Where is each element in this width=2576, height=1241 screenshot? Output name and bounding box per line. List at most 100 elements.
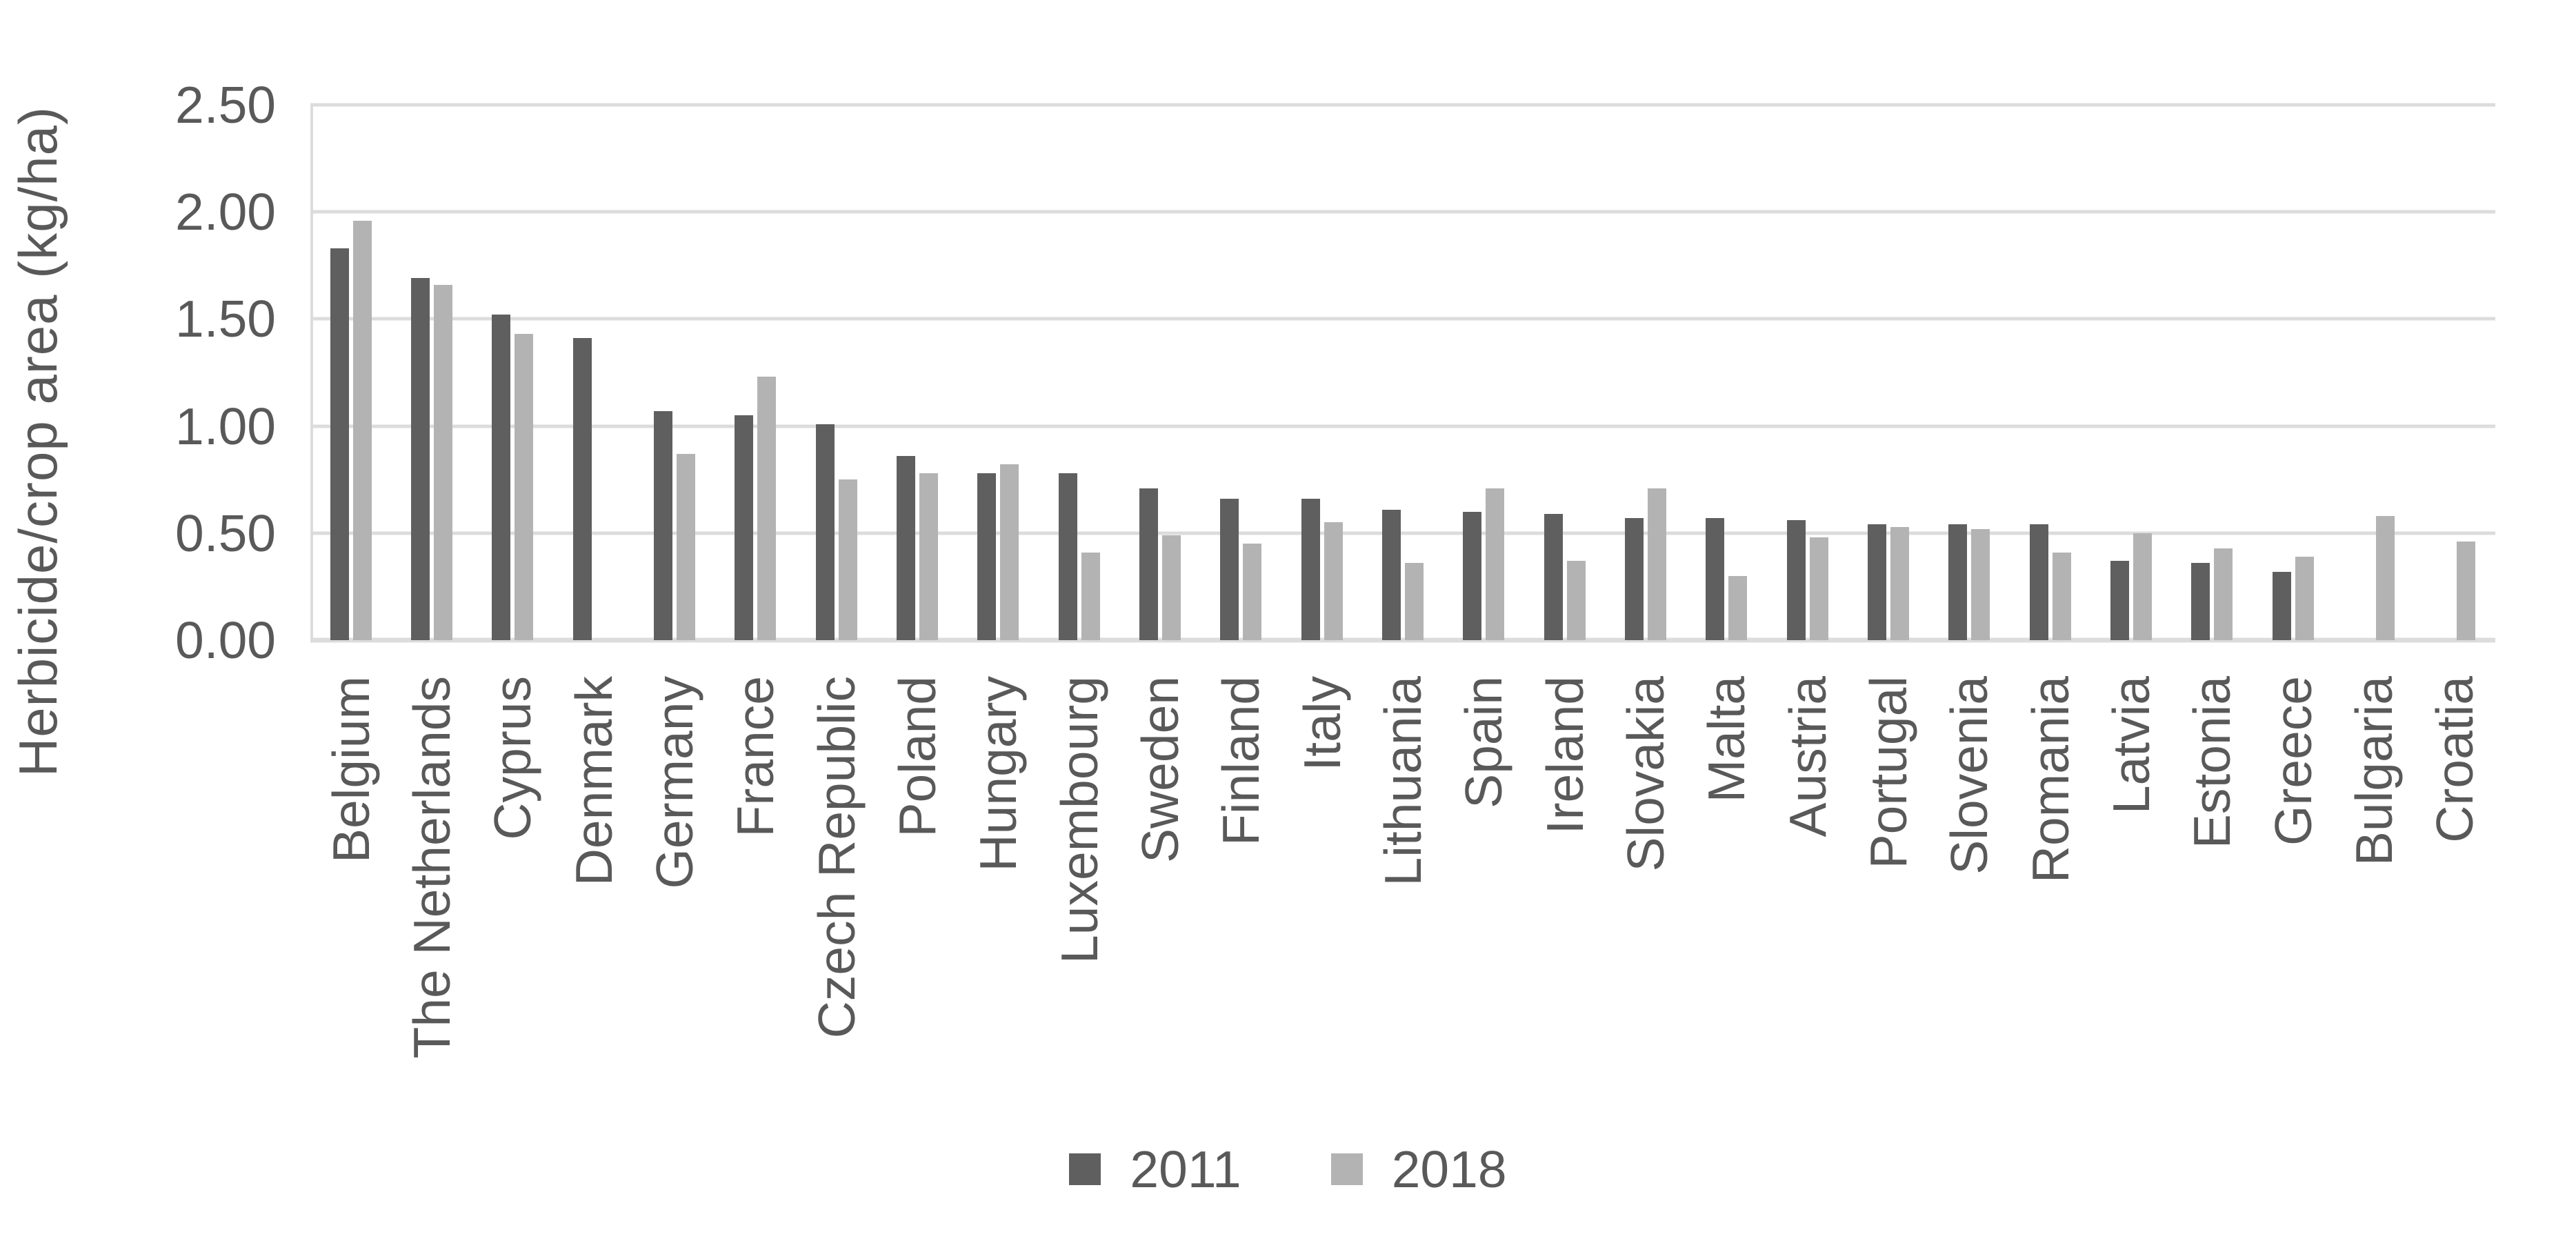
x-label-Belgium: Belgium — [321, 676, 380, 863]
bar-2011-Czech Republic — [815, 424, 835, 640]
bar-2011-Slovakia — [1624, 518, 1644, 640]
gridline-2.50 — [310, 103, 2495, 107]
bar-2018-Sweden — [1161, 535, 1181, 640]
bar-2018-Finland — [1243, 544, 1262, 640]
category-slot-Poland — [877, 105, 957, 640]
gridline-2.00 — [310, 210, 2495, 214]
y-tick-label-0.50: 0.50 — [175, 504, 276, 562]
category-slot-Germany — [634, 105, 715, 640]
y-tick-label-2.00: 2.00 — [175, 183, 276, 241]
bar-2018-Italy — [1324, 522, 1343, 640]
bar-2018-Romania — [2052, 552, 2071, 640]
y-tick-label-2.50: 2.50 — [175, 76, 276, 134]
y-tick-label-0.00: 0.00 — [175, 611, 276, 669]
x-label-Estonia: Estonia — [2183, 676, 2241, 849]
category-slot-Italy — [1281, 105, 1362, 640]
x-label-Latvia: Latvia — [2102, 676, 2160, 815]
bar-2011-Hungary — [977, 473, 997, 640]
category-slot-Lithuania — [1362, 105, 1443, 640]
category-slot-Croatia — [2415, 105, 2495, 640]
bar-2018-Belgium — [352, 220, 372, 640]
x-label-The Netherlands: The Netherlands — [403, 676, 461, 1059]
bar-2018-France — [757, 377, 777, 640]
legend-label-2011: 2011 — [1130, 1140, 1241, 1198]
y-tick-label-1.50: 1.50 — [175, 290, 276, 348]
bar-2011-Germany — [653, 410, 672, 640]
x-label-Sweden: Sweden — [1131, 676, 1189, 864]
bar-2018-Greece — [2295, 556, 2314, 640]
bar-2018-Czech Republic — [838, 479, 857, 640]
bars-container — [310, 105, 2495, 640]
x-label-Italy: Italy — [1292, 676, 1351, 771]
x-label-Cyprus: Cyprus — [483, 676, 542, 840]
category-slot-Spain — [1444, 105, 1524, 640]
category-slot-France — [715, 105, 796, 640]
x-label-Bulgaria: Bulgaria — [2345, 676, 2403, 866]
x-label-Ireland: Ireland — [1535, 676, 1594, 835]
category-slot-The Netherlands — [391, 105, 472, 640]
bar-2011-Portugal — [1867, 524, 1886, 640]
bar-2018-Luxembourg — [1081, 552, 1100, 640]
x-label-Spain: Spain — [1455, 676, 1513, 808]
gridline-0.50 — [310, 531, 2495, 535]
legend-item-2018: 2018 — [1330, 1140, 1507, 1199]
category-slot-Denmark — [553, 105, 634, 640]
legend-swatch-2011 — [1069, 1153, 1101, 1185]
legend-label-2018: 2018 — [1391, 1140, 1507, 1198]
bar-2018-Germany — [676, 453, 695, 640]
bar-2018-Ireland — [1566, 561, 1586, 640]
gridline-1.00 — [310, 424, 2495, 428]
bar-2011-Lithuania — [1381, 509, 1401, 640]
category-slot-Belgium — [310, 105, 391, 640]
x-label-Slovenia: Slovenia — [1940, 676, 1999, 875]
category-slot-Finland — [1201, 105, 1281, 640]
bar-2011-Denmark — [572, 338, 592, 640]
bar-2018-Austria — [1809, 537, 1828, 640]
bar-2018-Portugal — [1890, 526, 1909, 640]
bar-2011-Estonia — [2191, 563, 2210, 640]
bar-2011-Ireland — [1544, 513, 1563, 640]
x-label-Croatia: Croatia — [2426, 676, 2484, 843]
legend-swatch-2018 — [1330, 1153, 1363, 1185]
x-label-Austria: Austria — [1778, 676, 1837, 837]
category-slot-Austria — [1767, 105, 1848, 640]
bar-2018-Malta — [1728, 575, 1748, 640]
category-slot-Ireland — [1524, 105, 1605, 640]
bar-2011-Finland — [1220, 499, 1239, 640]
bar-2018-Slovakia — [1647, 488, 1666, 640]
category-slot-Cyprus — [472, 105, 553, 640]
bar-2018-Bulgaria — [2375, 515, 2395, 640]
category-slot-Slovakia — [1605, 105, 1686, 640]
category-slot-Slovenia — [1929, 105, 2010, 640]
x-label-Portugal: Portugal — [1859, 676, 1917, 869]
bar-2011-Spain — [1463, 511, 1482, 640]
x-label-Romania: Romania — [2021, 676, 2079, 884]
x-label-Malta: Malta — [1697, 676, 1756, 803]
category-slot-Latvia — [2090, 105, 2171, 640]
x-label-Denmark: Denmark — [564, 676, 623, 886]
bar-2011-Cyprus — [492, 315, 511, 640]
x-label-Greece: Greece — [2264, 676, 2322, 846]
bar-2018-Cyprus — [515, 334, 534, 640]
bar-2018-Croatia — [2457, 542, 2476, 640]
bar-2011-Luxembourg — [1058, 473, 1077, 640]
bar-2011-Italy — [1301, 499, 1320, 640]
legend-item-2011: 2011 — [1069, 1140, 1241, 1199]
x-label-Finland: Finland — [1212, 676, 1270, 846]
gridline-0.00 — [310, 637, 2495, 643]
legend: 2011 2018 — [0, 1121, 2576, 1218]
bar-2011-Belgium — [330, 248, 349, 640]
bar-2011-Austria — [1786, 520, 1806, 640]
y-axis-line — [310, 105, 313, 640]
x-label-Luxembourg: Luxembourg — [1050, 676, 1108, 964]
category-slot-Bulgaria — [2333, 105, 2414, 640]
bar-2018-The Netherlands — [433, 284, 452, 640]
bar-2011-Slovenia — [1948, 524, 1968, 640]
x-label-Germany: Germany — [646, 676, 703, 889]
bar-2011-Romania — [2029, 524, 2048, 640]
bar-2018-Slovenia — [1971, 528, 1990, 640]
bar-2018-Latvia — [2133, 533, 2152, 640]
x-label-Hungary: Hungary — [969, 676, 1028, 872]
category-slot-Portugal — [1848, 105, 1928, 640]
